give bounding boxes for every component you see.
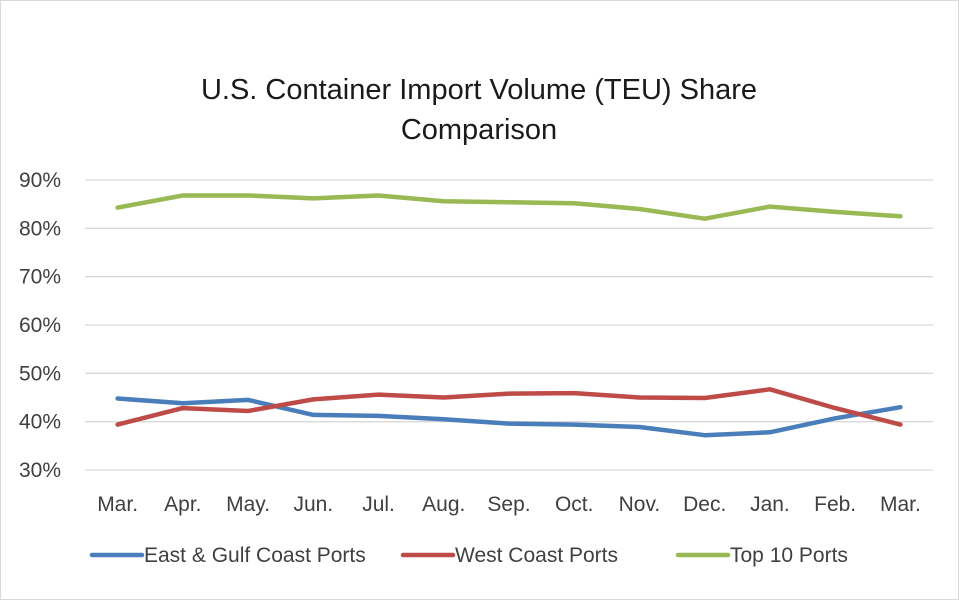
x-tick-label: Jan. — [750, 493, 790, 516]
chart-title-line-1: U.S. Container Import Volume (TEU) Share — [201, 74, 757, 106]
x-tick-label: Mar. — [880, 493, 921, 516]
x-tick-label: Oct. — [555, 493, 594, 516]
chart-title-line-2: Comparison — [401, 114, 557, 146]
legend-item: Top 10 Ports — [675, 544, 848, 567]
legend-label: East & Gulf Coast Ports — [144, 544, 366, 567]
y-tick-label: 80% — [19, 217, 61, 240]
x-tick-label: Jul. — [362, 493, 395, 516]
x-tick-label: Apr. — [164, 493, 201, 516]
series-line-3 — [115, 193, 903, 221]
x-tick-label: May. — [226, 493, 270, 516]
y-tick-label: 70% — [19, 266, 61, 289]
series-lines — [115, 193, 903, 438]
y-axis-tick-labels: 90% 80% 70% 60% 50% 40% 30% — [19, 169, 61, 482]
y-tick-label: 30% — [19, 459, 61, 482]
y-tick-label: 60% — [19, 314, 61, 337]
x-tick-label: Aug. — [422, 493, 465, 516]
x-axis-tick-labels: Mar. Apr. May. Jun. Jul. Aug. Sep. Oct. Nov. Dec.… — [97, 493, 921, 516]
legend-label: West Coast Ports — [455, 544, 618, 567]
series-line-1 — [115, 396, 903, 438]
x-tick-label: Jun. — [293, 493, 333, 516]
legend: East & Gulf Coast Ports West Coast Ports T… — [89, 544, 848, 567]
x-tick-label: Feb. — [814, 493, 856, 516]
y-tick-label: 40% — [19, 411, 61, 434]
x-tick-label: Sep. — [487, 493, 530, 516]
y-tick-label: 50% — [19, 362, 61, 385]
x-tick-label: Mar. — [97, 493, 138, 516]
x-tick-label: Dec. — [683, 493, 726, 516]
series-line-2 — [115, 387, 903, 427]
x-tick-label: Nov. — [619, 493, 661, 516]
y-tick-label: 90% — [19, 169, 61, 192]
legend-item: West Coast Ports — [400, 544, 618, 567]
legend-item: East & Gulf Coast Ports — [89, 544, 366, 567]
legend-label: Top 10 Ports — [730, 544, 848, 567]
